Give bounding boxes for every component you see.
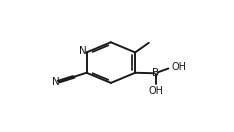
Text: N: N — [52, 77, 60, 87]
Text: N: N — [79, 46, 87, 56]
Text: OH: OH — [171, 62, 186, 72]
Text: OH: OH — [149, 86, 164, 96]
Text: B: B — [153, 68, 160, 78]
